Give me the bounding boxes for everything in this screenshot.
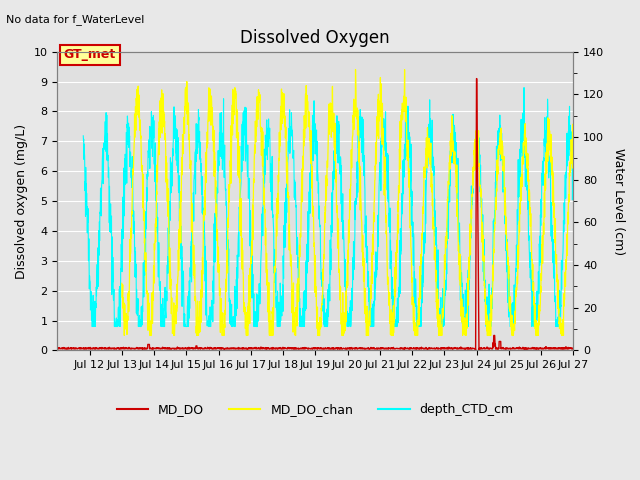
Y-axis label: Dissolved oxygen (mg/L): Dissolved oxygen (mg/L) <box>15 123 28 278</box>
Text: No data for f_WaterLevel: No data for f_WaterLevel <box>6 14 145 25</box>
Legend: MD_DO, MD_DO_chan, depth_CTD_cm: MD_DO, MD_DO_chan, depth_CTD_cm <box>112 398 519 421</box>
Title: Dissolved Oxygen: Dissolved Oxygen <box>241 29 390 48</box>
Y-axis label: Water Level (cm): Water Level (cm) <box>612 147 625 254</box>
Text: GT_met: GT_met <box>64 48 116 61</box>
